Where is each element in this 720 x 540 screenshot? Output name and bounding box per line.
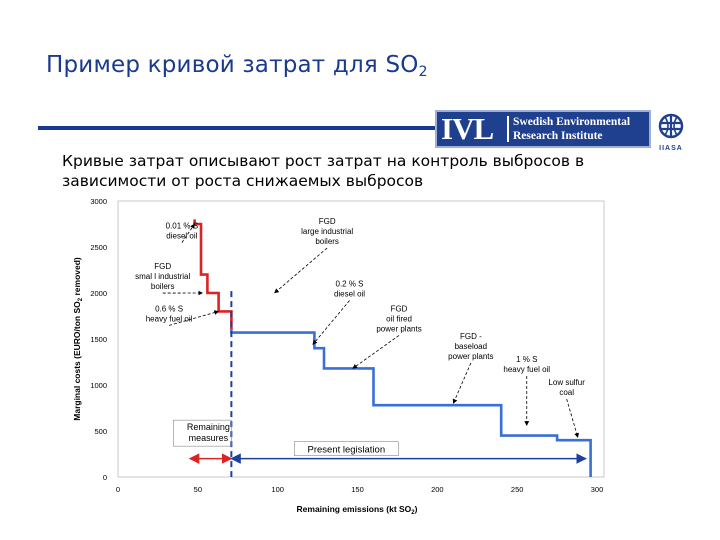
annotation-text: FGD: [319, 217, 336, 226]
y-tick-label: 2000: [90, 289, 107, 298]
annotation-arrow: [181, 223, 195, 243]
remaining-measures-label: Remaining: [187, 422, 230, 432]
cost-curve-series-1: [193, 219, 233, 330]
logo-line-2: Research Institute: [513, 130, 603, 142]
x-tick-label: 250: [511, 485, 524, 494]
annotation-text: FGD: [391, 304, 408, 313]
x-tick-label: 300: [591, 485, 604, 494]
annotation-text: 1 % S: [516, 355, 537, 364]
x-axis-label: Remaining emissions (kt SO2): [297, 504, 418, 516]
annotation-text: 0.6 % S: [155, 304, 183, 313]
remaining-measures-box: [173, 419, 232, 447]
annotation-text: FGD -: [460, 332, 482, 341]
annotation-text: boilers: [151, 282, 175, 291]
y-tick-label: 0: [103, 473, 107, 482]
annotation-text: 0.2 % S: [336, 280, 364, 289]
annotation-text: smal l industrial: [135, 272, 190, 281]
x-tick-label: 150: [351, 485, 364, 494]
logo-line-1: Swedish Environmental: [513, 116, 631, 128]
annotation-arrow: [352, 335, 400, 369]
slide-title: Пример кривой затрат для SO2: [46, 52, 428, 80]
y-tick-label: 3000: [90, 197, 107, 206]
x-tick-label: 100: [271, 485, 284, 494]
annotation-text: power plants: [448, 352, 493, 361]
y-tick-label: 2500: [90, 243, 107, 252]
annotation-text: Low sulfur: [548, 378, 585, 387]
title-underline: [38, 126, 438, 130]
annotation-text: coal: [559, 388, 574, 397]
subtitle-line-1: Кривые затрат описывают рост затрат на к…: [62, 152, 585, 170]
x-tick-label: 200: [431, 485, 444, 494]
annotation-text: diesel oil: [334, 290, 365, 299]
cost-curve-series-2: [230, 329, 592, 477]
x-tick-label: 50: [194, 485, 202, 494]
annotation-text: boilers: [315, 237, 339, 246]
annotation-text: baseload: [455, 342, 487, 351]
annotation-text: FGD: [154, 262, 171, 271]
remaining-measures-label: measures: [189, 433, 229, 443]
annotation-text: heavy fuel oil: [503, 365, 550, 374]
annotation-text: oil fired: [386, 314, 412, 323]
annotation-text: diesel oil: [166, 232, 197, 241]
annotation-arrow: [274, 247, 328, 294]
logo-separator: [507, 116, 509, 142]
slide-subtitle: Кривые затрат описывают рост затрат на к…: [62, 151, 622, 191]
y-axis-label: Marginal costs (EURO/ton SO2 removed): [72, 257, 84, 421]
title-main: Пример кривой затрат для SO: [46, 52, 419, 78]
annotation-text: heavy fuel oil: [146, 314, 193, 323]
annotation-arrow: [566, 398, 579, 438]
present-legislation-box: [294, 441, 399, 456]
annotation-text: large industrial: [301, 227, 353, 236]
annotation-text: power plants: [376, 324, 421, 333]
present-legislation-label: Present legislation: [308, 445, 386, 456]
subtitle-line-2: зависимости от роста снижаемых выбросов: [62, 172, 424, 190]
title-subscript: 2: [418, 64, 428, 80]
y-tick-label: 500: [94, 427, 107, 436]
iiasa-caption: IIASA: [659, 145, 683, 152]
annotation-arrow: [312, 300, 350, 345]
annotation-arrow: [452, 362, 472, 404]
annotation-arrow: [168, 310, 220, 326]
y-tick-label: 1000: [90, 381, 107, 390]
iiasa-globe-icon: [658, 113, 684, 139]
ivl-logo: IVL Swedish Environmental Research Insti…: [435, 110, 651, 148]
logo-word: IVL: [441, 111, 494, 146]
annotation-text: 0.01 % S: [166, 222, 198, 231]
x-tick-label: 0: [116, 485, 120, 494]
plot-area: [117, 200, 605, 478]
y-tick-label: 1500: [90, 335, 107, 344]
